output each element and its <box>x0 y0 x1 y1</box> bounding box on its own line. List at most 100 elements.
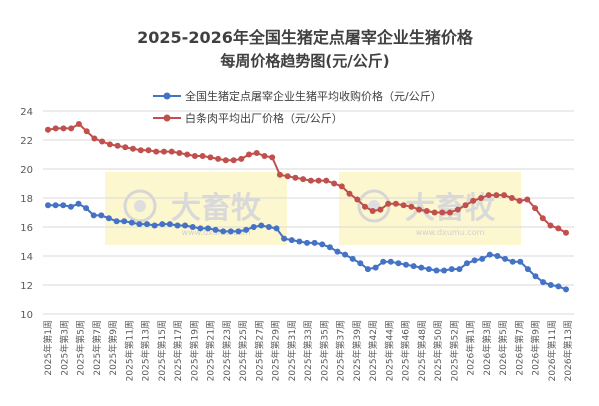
data-point-series-1 <box>540 279 547 286</box>
data-point-series-2 <box>508 195 515 201</box>
data-point-series-1 <box>502 255 509 262</box>
x-tick-label: 2025年第50周 <box>432 320 444 381</box>
data-point-series-1 <box>197 225 204 232</box>
x-tick-label: 2025年第9周 <box>107 320 119 376</box>
data-point-series-1 <box>471 257 478 264</box>
x-tick-label: 2025年第15周 <box>156 320 168 381</box>
data-point-series-1 <box>304 239 310 246</box>
data-point-series-2 <box>99 138 106 145</box>
watermark-logo-inner-icon <box>134 200 146 212</box>
data-point-series-2 <box>323 177 330 184</box>
data-point-series-2 <box>207 154 214 161</box>
data-point-series-1 <box>105 215 112 222</box>
data-point-series-2 <box>462 202 469 209</box>
data-point-series-1 <box>524 266 531 273</box>
data-point-series-1 <box>441 267 448 274</box>
x-tick-label: 2026年第3周 <box>481 320 493 376</box>
chart-subtitle: 每周价格趋势图(元/公斤) <box>220 52 389 70</box>
data-point-series-1 <box>342 251 349 258</box>
x-tick-label: 2025年第11周 <box>123 320 135 381</box>
data-point-series-2 <box>238 155 245 162</box>
x-tick-label: 2026年第13周 <box>562 320 574 381</box>
data-point-series-1 <box>433 267 440 274</box>
legend-label-series-2: 白条肉平均出厂价格（元/公斤） <box>185 111 343 125</box>
x-tick-label: 2026年第9周 <box>530 320 542 376</box>
data-point-series-2 <box>276 171 283 178</box>
data-point-series-1 <box>243 226 250 233</box>
data-point-series-2 <box>300 176 307 183</box>
data-point-series-1 <box>67 203 74 210</box>
data-point-series-2 <box>408 203 415 210</box>
data-point-series-2 <box>161 148 167 155</box>
x-tick-label: 2025年第17周 <box>172 320 184 381</box>
data-point-series-1 <box>364 266 371 273</box>
data-point-series-2 <box>75 121 82 127</box>
x-tick-label: 2025年第3周 <box>58 320 70 376</box>
data-point-series-2 <box>563 229 569 236</box>
data-point-series-1 <box>326 244 333 251</box>
watermark-brand: 大畜牧 <box>171 191 262 226</box>
y-tick-label: 18 <box>20 194 33 205</box>
data-point-series-2 <box>454 206 461 213</box>
data-point-series-2 <box>539 215 546 222</box>
x-tick-label: 2025年第52周 <box>448 320 460 381</box>
data-point-series-1 <box>334 248 341 255</box>
x-tick-label: 2025年第21周 <box>205 320 217 381</box>
data-point-series-2 <box>45 126 51 133</box>
watermark-logo-icon <box>123 189 157 223</box>
data-point-series-1 <box>151 222 158 229</box>
x-axis: 2025年第1周 2025年第3周 2025年第5周 2025年第7周 2025年第9周… <box>42 320 574 381</box>
x-tick-label: 2025年第42周 <box>367 320 379 381</box>
data-point-series-2 <box>392 200 399 207</box>
data-point-series-2 <box>307 177 314 184</box>
legend-marker-series-1 <box>163 92 171 100</box>
data-point-series-1 <box>121 218 128 225</box>
data-point-series-1 <box>418 264 425 271</box>
x-tick-label: 2025年第1周 <box>42 320 54 376</box>
series-2 <box>45 121 569 236</box>
watermark: 大畜牧 www.dxumu.com <box>339 172 521 245</box>
x-tick-label: 2025年第23周 <box>221 320 233 381</box>
series-1 <box>45 200 569 293</box>
grid <box>43 110 574 315</box>
x-tick-label: 2025年第19周 <box>188 320 200 381</box>
x-tick-label: 2025年第31周 <box>286 320 298 381</box>
data-point-series-2 <box>369 208 376 214</box>
data-point-series-1 <box>547 282 554 288</box>
data-point-series-2 <box>470 197 477 204</box>
data-point-series-1 <box>372 264 379 271</box>
data-point-series-2 <box>292 174 299 181</box>
plot-series <box>45 121 569 293</box>
data-point-series-2 <box>199 153 206 159</box>
data-point-series-1 <box>220 228 227 235</box>
data-point-series-2 <box>91 135 98 142</box>
data-point-series-2 <box>447 209 453 216</box>
data-point-series-1 <box>166 221 173 228</box>
data-point-series-2 <box>246 151 252 158</box>
x-tick-label: 2025年第35周 <box>318 320 330 381</box>
data-point-series-2 <box>501 192 508 199</box>
x-tick-label: 2025年第27周 <box>253 320 265 381</box>
data-point-series-2 <box>269 154 276 161</box>
data-point-series-1 <box>517 258 524 265</box>
data-point-series-1 <box>532 273 539 280</box>
x-tick-label: 2025年第25周 <box>237 320 249 381</box>
data-point-series-1 <box>486 251 493 258</box>
x-tick-label: 2025年第44周 <box>383 320 395 381</box>
x-tick-label: 2025年第48周 <box>416 320 428 381</box>
data-point-series-2 <box>130 145 136 152</box>
data-point-series-1 <box>265 224 272 230</box>
data-point-series-1 <box>311 239 318 246</box>
data-point-series-2 <box>493 192 500 199</box>
data-point-series-1 <box>349 255 356 262</box>
data-point-series-2 <box>485 192 492 199</box>
data-point-series-1 <box>479 255 486 262</box>
data-point-series-1 <box>75 200 82 207</box>
data-point-series-2 <box>338 183 345 190</box>
data-point-series-1 <box>60 202 67 209</box>
x-tick-label: 2026年第1周 <box>465 320 477 376</box>
x-tick-label: 2025年第33周 <box>302 320 314 381</box>
y-tick-label: 20 <box>20 165 33 176</box>
data-point-series-2 <box>284 173 291 180</box>
